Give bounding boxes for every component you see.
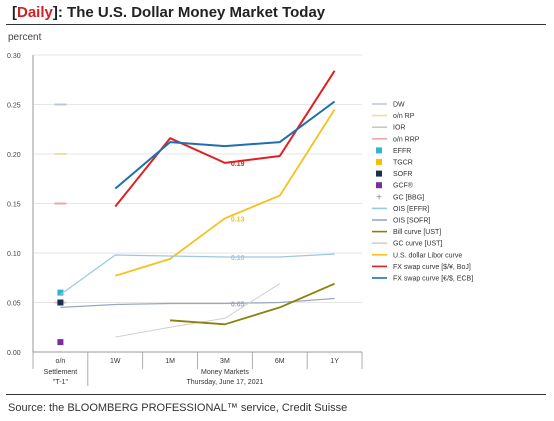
group-label: Money Markets — [201, 369, 249, 376]
bottom-rule — [6, 394, 546, 395]
y-tick-label: 0.25 — [7, 103, 21, 110]
legend-label: o/n RRP — [393, 136, 420, 143]
series-line-FX_JPY — [114, 70, 336, 208]
data-label-FX_JPY: 0.19 — [231, 161, 245, 168]
legend-swatch-SOFR — [376, 170, 382, 177]
legend-label: SOFR — [393, 171, 412, 178]
legend-label: FX swap curve [$/¥, BoJ] — [393, 264, 471, 271]
chart-header: [Daily]: The U.S. Dollar Money Market To… — [12, 4, 325, 21]
y-tick-label: 0.15 — [7, 202, 21, 209]
x-tick-label: 1W — [110, 358, 121, 365]
series-line-OIS_EFFR — [60, 253, 335, 296]
legend-swatch-TGCR — [376, 159, 382, 165]
source-note: Source: the BLOOMBERG PROFESSIONAL™ serv… — [8, 402, 348, 414]
x-tick-label: 3M — [220, 358, 230, 365]
legend-label: U.S. dollar Libor curve — [393, 252, 462, 259]
chart-title: The U.S. Dollar Money Market Today — [67, 4, 326, 21]
settlement-label: Settlement — [44, 369, 78, 376]
date-label: Thursday, June 17, 2021 — [186, 379, 263, 386]
legend-label: GC [BBG] — [393, 194, 424, 201]
legend-swatch-EFFR — [376, 147, 382, 154]
overnight-marker-SOFR — [57, 299, 64, 306]
data-label-Libor: 0.13 — [231, 216, 245, 223]
legend-swatch-GC_BBG: + — [376, 192, 382, 203]
top-rule — [6, 24, 546, 25]
legend-label: Bill curve [UST] — [393, 229, 441, 236]
legend-swatch-GCF — [376, 182, 382, 189]
overnight-marker-GCF — [57, 339, 64, 346]
overnight-marker-EFFR — [57, 289, 64, 296]
series-line-Bill_UST — [170, 282, 335, 326]
legend-label: FX swap curve [€/$, ECB] — [393, 276, 473, 283]
legend-label: TGCR — [393, 160, 413, 167]
legend-label: IOR — [393, 125, 405, 132]
series-line-OIS_SOFR — [60, 297, 335, 308]
x-tick-label: o/n — [56, 358, 66, 365]
settlement-label: "T-1" — [53, 379, 69, 386]
data-label-OIS_EFFR: 0.10 — [231, 255, 245, 262]
x-tick-label: 1Y — [330, 358, 339, 365]
y-tick-label: 0.10 — [7, 251, 21, 258]
legend-label: o/n RP — [393, 113, 415, 120]
y-tick-label: 0.20 — [7, 152, 21, 159]
series-line-GC_UST — [115, 283, 281, 338]
legend-label: GC curve [UST] — [393, 241, 442, 248]
legend-label: DW — [393, 102, 405, 109]
daily-tag: [Daily]: — [12, 4, 68, 21]
y-tick-label: 0.05 — [7, 301, 21, 308]
legend-label: OIS [SOFR] — [393, 218, 430, 225]
legend-label: OIS [EFFR] — [393, 206, 429, 213]
series-line-FX_EUR — [114, 100, 336, 190]
y-tick-label: 0.30 — [7, 53, 21, 60]
legend-label: GCF® — [393, 182, 414, 190]
legend-label: EFFR — [393, 148, 411, 155]
x-tick-label: 1M — [165, 358, 175, 365]
x-tick-label: 6M — [275, 358, 285, 365]
series-line-Libor — [115, 109, 336, 277]
money-market-chart: percent 0.00 0.05 0.10 0.15 0.20 0.25 0.30 o/n 1W… — [7, 32, 473, 386]
y-axis-label: percent — [8, 32, 42, 43]
data-label-OIS_SOFR: 0.05 — [231, 301, 245, 308]
y-tick-label: 0.00 — [7, 350, 21, 357]
